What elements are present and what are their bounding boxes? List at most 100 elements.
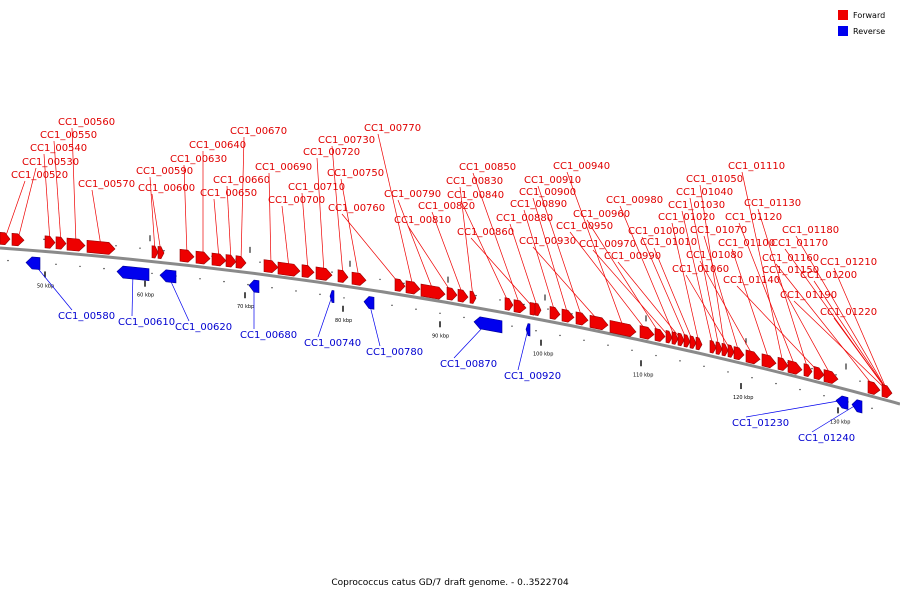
- backbone-dot: [271, 287, 273, 289]
- backbone-dot: [547, 308, 549, 310]
- tick-label: 120 kbp: [733, 395, 753, 401]
- forward-gene-arrow: [677, 332, 685, 347]
- gene-arrows: [0, 232, 893, 414]
- backbone-dot: [319, 293, 321, 296]
- forward-gene-arrow: [733, 346, 745, 361]
- gene-leader-line: [509, 223, 539, 310]
- forward-gene-label: CC1_00840: [447, 190, 504, 201]
- tick-label: 60 kbp: [137, 293, 154, 299]
- gene-leader-line: [149, 176, 156, 252]
- gene-leader-line: [32, 262, 73, 311]
- reverse-gene-label: CC1_00620: [175, 322, 232, 333]
- gene-leader-line: [745, 400, 843, 418]
- gene-leader-line: [619, 205, 676, 338]
- gene-leader-line: [377, 133, 414, 287]
- forward-gene-label: CC1_00520: [11, 170, 68, 181]
- forward-gene-label: CC1_01140: [723, 275, 780, 286]
- forward-gene-label: CC1_00690: [255, 162, 312, 173]
- forward-gene-arrow: [211, 252, 227, 267]
- tick-label: 80 kbp: [335, 318, 352, 324]
- gene-leader-line: [4, 180, 26, 239]
- forward-gene-label: CC1_00770: [364, 123, 421, 134]
- gene-leader-line: [460, 200, 510, 304]
- reverse-gene-arrow: [248, 279, 260, 294]
- gene-leader-line: [811, 404, 858, 433]
- backbone-dot: [475, 294, 477, 297]
- gene-leader-line: [281, 205, 290, 269]
- gene-leader-line: [459, 186, 474, 298]
- backbone-dot: [415, 308, 417, 310]
- forward-gene-arrow: [504, 297, 514, 311]
- forward-gene-label: CC1_01030: [668, 200, 725, 211]
- forward-gene-label: CC1_01070: [690, 225, 747, 236]
- forward-gene-label: CC1_00650: [200, 188, 257, 199]
- gene-leader-line: [240, 136, 245, 262]
- gene-leader-line: [775, 275, 832, 376]
- backbone-dot: [403, 282, 405, 284]
- scale-ticks: 50 kbp 60 kbp 70 kbp 80 kbp 90 kbp 100 kbp 110…: [37, 235, 850, 425]
- backbone-dot: [379, 278, 381, 281]
- forward-gene-label: CC1_00720: [303, 147, 360, 158]
- tick-label: 130 kbp: [830, 419, 850, 425]
- forward-gene-arrow: [589, 314, 609, 331]
- gene-leader-line: [569, 231, 648, 332]
- forward-gene-label: CC1_00530: [22, 157, 79, 168]
- gene-leader-line: [71, 127, 77, 245]
- forward-gene-label: CC1_01120: [725, 212, 782, 223]
- forward-gene-arrow: [301, 264, 315, 278]
- gene-leader-line: [151, 193, 162, 253]
- forward-gene-label: CC1_00700: [268, 195, 325, 206]
- forward-gene-arrow: [351, 271, 367, 286]
- backbone-dot: [655, 354, 657, 357]
- gene-leader-line: [397, 199, 434, 291]
- forward-gene-label: CC1_01160: [762, 253, 819, 264]
- gene-leader-line: [368, 301, 381, 347]
- forward-gene-arrow: [277, 261, 301, 277]
- backbone-dot: [103, 267, 105, 270]
- tick-label: 70 kbp: [237, 304, 254, 310]
- forward-gene-arrow: [469, 290, 477, 304]
- gene-leader-line: [685, 274, 732, 351]
- backbone-dot: [535, 330, 537, 332]
- forward-gene-arrow: [549, 306, 561, 320]
- backbone-dot: [391, 304, 393, 307]
- gene-leader-line: [523, 209, 556, 313]
- forward-gene-arrow: [11, 232, 25, 247]
- gene-leader-line: [617, 261, 682, 340]
- tick-label: 110 kbp: [633, 372, 653, 378]
- reverse-gene-label: CC1_01240: [798, 433, 855, 444]
- forward-gene-label: CC1_01210: [820, 257, 877, 268]
- reverse-swatch: [838, 26, 848, 36]
- reverse-gene-label: CC1_01230: [732, 418, 789, 429]
- gene-leader-line: [470, 237, 535, 309]
- gene-leader-line: [53, 140, 62, 243]
- gene-leader-line: [517, 329, 529, 371]
- forward-gene-arrow: [86, 240, 116, 255]
- backbone-dot: [583, 339, 585, 341]
- forward-gene-label: CC1_00850: [459, 162, 516, 173]
- gene-leader-line: [566, 171, 624, 327]
- forward-gene-arrow: [157, 246, 165, 260]
- forward-gene-label: CC1_01020: [658, 212, 715, 223]
- forward-gene-label: CC1_01180: [782, 225, 839, 236]
- reverse-gene-arrow: [25, 256, 41, 270]
- backbone-dot: [463, 316, 465, 319]
- forward-gene-arrow: [721, 342, 729, 357]
- forward-gene-label: CC1_01110: [728, 161, 785, 172]
- backbone-dot: [811, 367, 813, 370]
- forward-gene-arrow: [561, 308, 575, 323]
- tick-label: 50 kbp: [37, 283, 54, 289]
- forward-gene-arrow: [0, 232, 11, 246]
- forward-gene-label: CC1_00820: [418, 201, 475, 212]
- gene-leader-line: [738, 222, 796, 367]
- forward-gene-label: CC1_00660: [213, 175, 270, 186]
- genome-backbone: [0, 246, 900, 406]
- forward-gene-label: CC1_00540: [30, 143, 87, 154]
- forward-gene-arrow: [609, 320, 637, 337]
- forward-gene-label: CC1_01100: [718, 238, 775, 249]
- backbone-dot: [799, 388, 801, 391]
- gene-leader-line: [331, 145, 344, 276]
- gene-leader-line: [341, 213, 401, 285]
- reverse-gene-label: CC1_00580: [58, 311, 115, 322]
